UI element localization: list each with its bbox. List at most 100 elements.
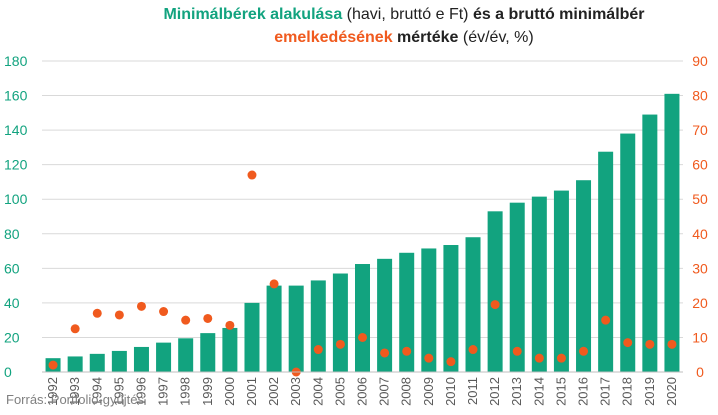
x-tick-label: 2003 xyxy=(288,377,303,406)
left-tick-label: 120 xyxy=(4,157,28,173)
bar xyxy=(332,273,348,372)
data-point xyxy=(136,301,146,311)
bar xyxy=(266,285,282,372)
right-tick-label: 0 xyxy=(696,364,704,380)
x-tick-label: 1998 xyxy=(178,377,193,406)
data-point xyxy=(159,307,169,317)
x-tick-label: 1995 xyxy=(111,377,126,406)
x-tick-label: 2009 xyxy=(421,377,436,406)
bar xyxy=(399,252,415,372)
data-point xyxy=(92,308,102,318)
title-part-2: (havi, bruttó e Ft) xyxy=(342,6,473,23)
data-point xyxy=(556,353,566,363)
right-tick-label: 20 xyxy=(692,295,708,311)
title-part-5: mértéke xyxy=(392,29,459,46)
x-tick-label: 1993 xyxy=(67,377,82,406)
right-tick-label: 80 xyxy=(692,88,708,104)
bar xyxy=(443,245,459,372)
data-point xyxy=(424,353,434,363)
data-point xyxy=(335,339,345,349)
bar xyxy=(89,353,105,372)
source-note: Forrás: Portfolio-gyűjtés xyxy=(6,392,144,407)
bar xyxy=(222,327,238,372)
x-tick-label: 1999 xyxy=(200,377,215,406)
bar xyxy=(355,264,370,372)
bar xyxy=(178,338,194,372)
x-tick-label: 1994 xyxy=(89,377,104,406)
data-point xyxy=(534,353,544,363)
left-y-axis: 0 20 40 60 80 100 120 140 160 180 xyxy=(4,53,28,380)
x-axis: 1992 1993 1994 1995 1996 1997 1998 1999 2000 2001… xyxy=(42,371,683,406)
bar xyxy=(664,93,680,373)
x-tick-label: 2020 xyxy=(664,377,679,406)
data-point xyxy=(203,313,213,323)
bar-series xyxy=(45,93,680,373)
data-point xyxy=(313,345,323,355)
right-tick-label: 60 xyxy=(692,157,708,173)
bar xyxy=(310,280,326,372)
x-tick-label: 1997 xyxy=(156,377,171,406)
x-tick-label: 2010 xyxy=(443,377,458,406)
title-part-1: Minimálbérek alakulása xyxy=(163,6,343,23)
left-tick-label: 140 xyxy=(4,122,28,138)
x-tick-label: 1992 xyxy=(45,377,60,406)
data-point xyxy=(225,320,235,330)
chart-title: Minimálbérek alakulása (havi, bruttó e F… xyxy=(0,3,718,49)
x-tick-label: 2002 xyxy=(266,377,281,406)
data-point xyxy=(247,170,257,180)
data-point xyxy=(181,315,191,325)
data-point xyxy=(601,315,611,325)
right-tick-label: 40 xyxy=(692,226,708,242)
x-tick-label: 2001 xyxy=(244,377,259,406)
data-point xyxy=(579,346,589,356)
bar xyxy=(156,342,172,372)
x-tick-label: 2007 xyxy=(377,377,392,406)
bar xyxy=(200,333,216,372)
bar xyxy=(598,151,614,372)
left-tick-label: 40 xyxy=(4,295,20,311)
bar xyxy=(67,356,83,372)
left-tick-label: 20 xyxy=(4,329,20,345)
x-tick-label: 2017 xyxy=(598,377,613,406)
right-tick-label: 10 xyxy=(692,329,708,345)
left-tick-label: 100 xyxy=(4,191,28,207)
bar xyxy=(288,285,304,372)
x-tick-label: 2014 xyxy=(531,377,546,406)
bar xyxy=(576,180,592,372)
bar xyxy=(487,211,503,372)
bar xyxy=(509,202,525,372)
data-point xyxy=(269,279,279,289)
right-tick-label: 50 xyxy=(692,191,708,207)
left-tick-label: 180 xyxy=(4,53,28,69)
bar xyxy=(531,196,547,372)
data-point xyxy=(667,339,677,349)
x-tick-label: 2013 xyxy=(509,377,524,406)
data-point xyxy=(402,346,412,356)
x-tick-label: 2012 xyxy=(487,377,502,406)
dot-series xyxy=(48,170,677,377)
bar xyxy=(244,302,260,372)
data-point xyxy=(468,345,478,355)
bar xyxy=(421,248,437,372)
right-y-axis: 0 10 20 30 40 50 60 70 80 90 xyxy=(692,53,708,380)
x-tick-label: 2019 xyxy=(642,377,657,406)
x-tick-label: 2000 xyxy=(222,377,237,406)
bar xyxy=(465,237,481,372)
right-tick-label: 30 xyxy=(692,260,708,276)
x-tick-label: 2005 xyxy=(332,377,347,406)
left-tick-label: 60 xyxy=(4,260,20,276)
x-tick-label: 1996 xyxy=(133,377,148,406)
left-tick-label: 160 xyxy=(4,88,28,104)
bar xyxy=(377,258,393,372)
x-tick-label: 2011 xyxy=(465,377,480,405)
gridlines xyxy=(42,60,683,338)
data-point xyxy=(446,357,456,367)
x-tick-label: 2008 xyxy=(399,377,414,406)
data-point xyxy=(358,332,367,342)
bar xyxy=(642,114,658,373)
bar xyxy=(133,346,149,372)
data-point xyxy=(490,300,500,310)
data-point xyxy=(114,310,124,320)
right-tick-label: 70 xyxy=(692,122,708,138)
